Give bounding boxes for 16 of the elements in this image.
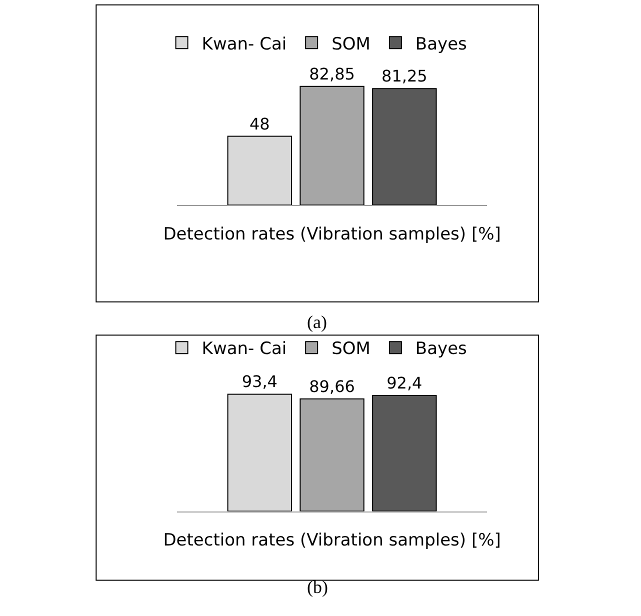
legend-label: Bayes	[415, 339, 468, 360]
text: (b)	[307, 577, 328, 597]
data-label: 93,4	[242, 372, 278, 392]
data-label: 89,66	[309, 376, 355, 396]
data-label: 92,4	[386, 373, 422, 392]
legend-label: Bayes	[415, 34, 468, 54]
text: (a)	[307, 312, 327, 332]
x-axis-title: Detection rates (Vibration samples) [%]	[163, 530, 501, 551]
data-label: 81,25	[382, 66, 428, 86]
legend-label: Kwan- Cai	[202, 339, 287, 360]
data-label: 82,85	[309, 64, 355, 84]
x-axis-title: Detection rates (Vibration samples) [%]	[163, 224, 501, 245]
data-label: 48	[249, 114, 270, 134]
legend-label: SOM	[332, 34, 370, 54]
legend-label: Kwan- Cai	[202, 34, 287, 54]
legend-label: SOM	[332, 339, 370, 360]
